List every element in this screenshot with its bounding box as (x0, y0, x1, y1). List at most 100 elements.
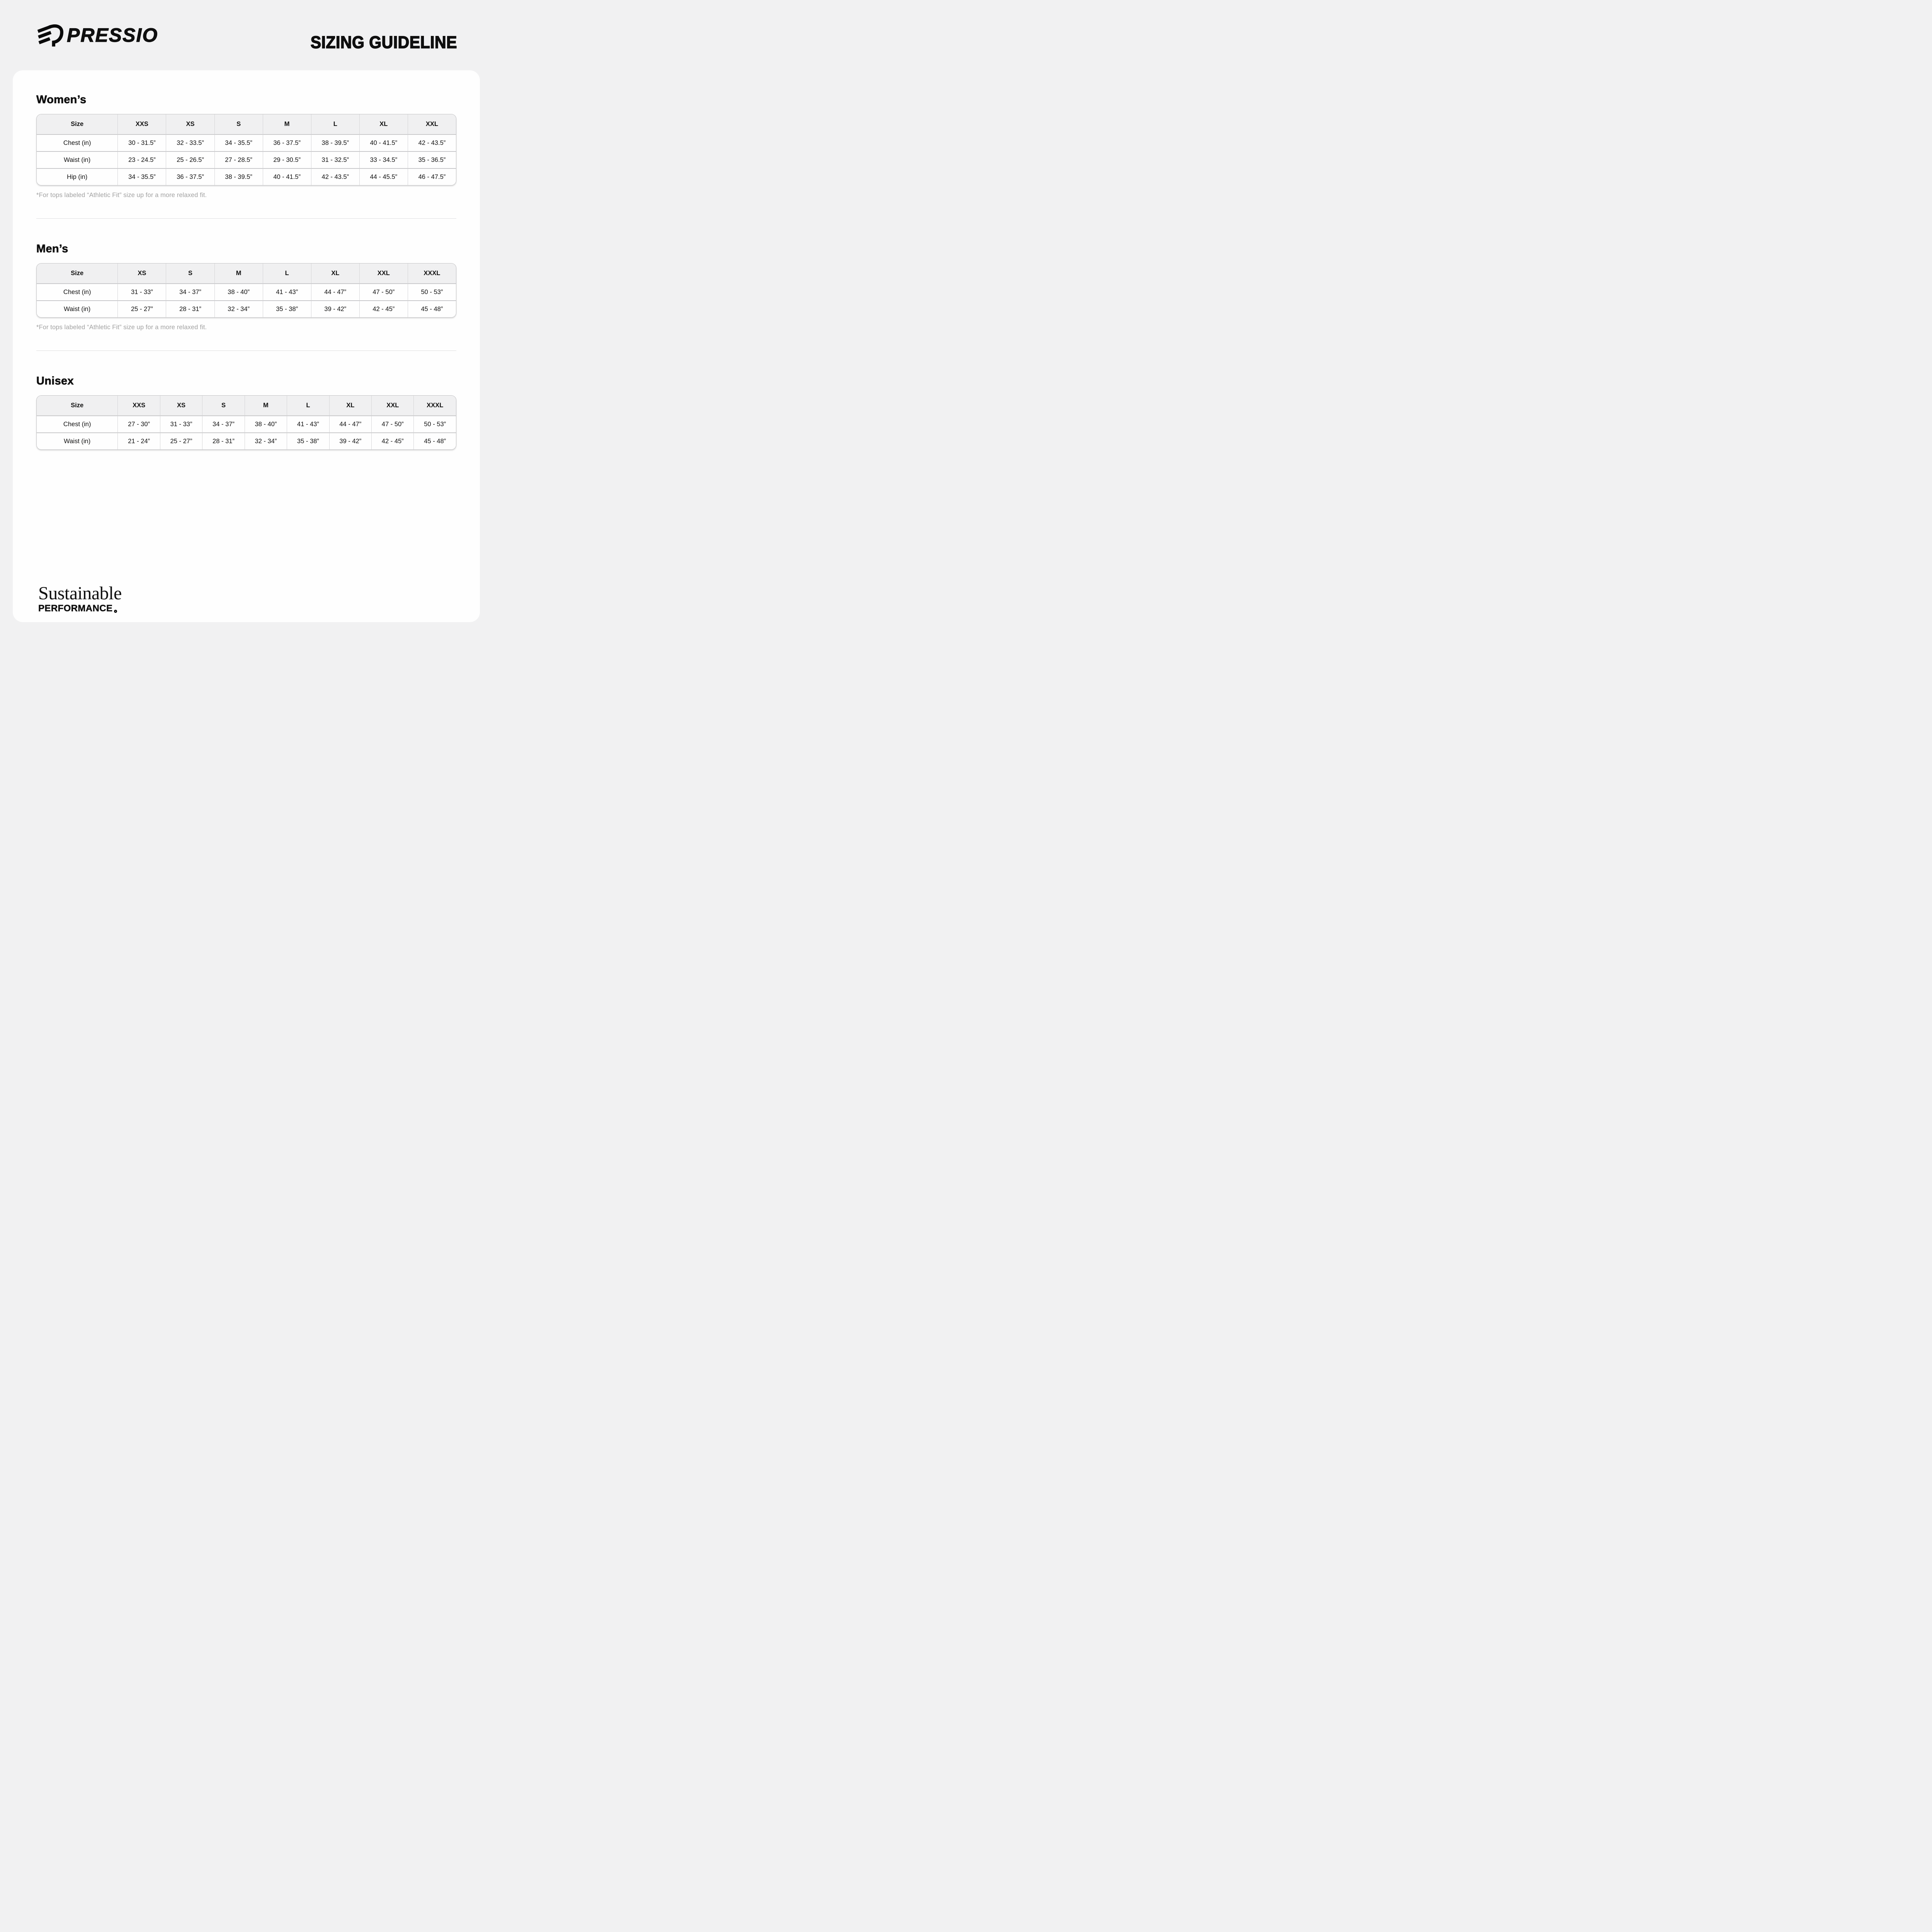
section-heading: Unisex (36, 375, 74, 388)
size-value-cell: 36 - 37.5” (166, 168, 214, 185)
page-header: PRESSIO SIZING GUIDELINE (0, 0, 493, 70)
footnote: *For tops labeled “Athletic Fit” size up… (36, 324, 207, 331)
size-value-cell: 32 - 34” (214, 300, 263, 317)
table-row: Chest (in) 27 - 30” 31 - 33” 34 - 37” 38 - 4… (37, 415, 456, 432)
column-header: XL (311, 264, 359, 283)
small-circle-icon (114, 610, 117, 613)
size-section: Women’s Size XXS XS S M L XL XXL Chest (in) 30 -… (36, 94, 456, 199)
row-label: Waist (in) (37, 300, 118, 317)
column-header: XXL (359, 264, 408, 283)
size-value-cell: 47 - 50” (371, 415, 414, 432)
column-header: XXL (371, 396, 414, 415)
column-header: L (262, 264, 311, 283)
column-header: XXS (117, 396, 160, 415)
column-header-size: Size (37, 264, 118, 283)
column-header: M (262, 114, 311, 134)
row-label: Waist (in) (37, 151, 118, 168)
size-table: Size XXS XS S M L XL XXL Chest (in) 30 - 31.5” 32… (36, 114, 456, 185)
size-value-cell: 44 - 47” (329, 415, 372, 432)
size-value-cell: 33 - 34.5” (359, 151, 408, 168)
section-divider (36, 218, 456, 219)
table-header-row: Size XS S M L XL XXL XXXL (37, 264, 456, 283)
size-value-cell: 36 - 37.5” (262, 134, 311, 151)
size-section: Unisex Size XXS XS S M L XL XXL XXXL Chest (in) 2… (36, 375, 456, 450)
section-divider (36, 350, 456, 351)
table-row: Waist (in) 23 - 24.5” 25 - 26.5” 27 - 28.5”… (37, 151, 456, 168)
size-value-cell: 34 - 35.5” (214, 134, 263, 151)
column-header: XS (117, 264, 166, 283)
column-header: XXS (117, 114, 166, 134)
size-value-cell: 50 - 53” (413, 415, 456, 432)
column-header-size: Size (37, 114, 118, 134)
size-value-cell: 34 - 37” (166, 283, 214, 300)
row-label: Waist (in) (37, 432, 118, 449)
column-header: S (202, 396, 245, 415)
size-value-cell: 39 - 42” (329, 432, 372, 449)
size-value-cell: 38 - 39.5” (311, 134, 359, 151)
size-value-cell: 29 - 30.5” (262, 151, 311, 168)
size-value-cell: 31 - 33” (160, 415, 202, 432)
size-value-cell: 35 - 36.5” (407, 151, 456, 168)
column-header: XXXL (413, 396, 456, 415)
size-value-cell: 42 - 43.5” (407, 134, 456, 151)
column-header: L (287, 396, 329, 415)
row-label: Chest (in) (37, 134, 118, 151)
size-value-cell: 31 - 32.5” (311, 151, 359, 168)
size-value-cell: 35 - 38” (287, 432, 329, 449)
column-header: XXXL (407, 264, 456, 283)
column-header: XXL (407, 114, 456, 134)
page-title: SIZING GUIDELINE (310, 32, 457, 52)
size-value-cell: 45 - 48” (413, 432, 456, 449)
column-header: XL (359, 114, 408, 134)
size-table: Size XS S M L XL XXL XXXL Chest (in) 31 - 33” 34 … (36, 263, 456, 318)
size-value-cell: 42 - 45” (359, 300, 408, 317)
size-value-cell: 27 - 28.5” (214, 151, 263, 168)
size-value-cell: 44 - 47” (311, 283, 359, 300)
size-value-cell: 41 - 43” (262, 283, 311, 300)
footer-sustainable-text: Sustainable (38, 583, 122, 604)
size-value-cell: 50 - 53” (407, 283, 456, 300)
table-header-row: Size XXS XS S M L XL XXL XXXL (37, 396, 456, 415)
size-value-cell: 35 - 38” (262, 300, 311, 317)
brand-name: PRESSIO (66, 24, 158, 46)
column-header: M (244, 396, 287, 415)
footer-performance-text: PERFORMANCE (38, 604, 456, 613)
size-value-cell: 28 - 31” (166, 300, 214, 317)
table-row: Chest (in) 31 - 33” 34 - 37” 38 - 40” 41 - 4… (37, 283, 456, 300)
brand-logo: PRESSIO (36, 23, 158, 47)
row-label: Chest (in) (37, 283, 118, 300)
table-row: Chest (in) 30 - 31.5” 32 - 33.5” 34 - 35.5”… (37, 134, 456, 151)
column-header: L (311, 114, 359, 134)
size-value-cell: 47 - 50” (359, 283, 408, 300)
size-value-cell: 42 - 43.5” (311, 168, 359, 185)
size-value-cell: 38 - 39.5” (214, 168, 263, 185)
size-value-cell: 25 - 27” (160, 432, 202, 449)
size-value-cell: 42 - 45” (371, 432, 414, 449)
table-header-row: Size XXS XS S M L XL XXL (37, 114, 456, 134)
size-value-cell: 30 - 31.5” (117, 134, 166, 151)
sections: Women’s Size XXS XS S M L XL XXL Chest (in) 30 -… (36, 94, 456, 450)
section-heading: Men’s (36, 243, 68, 255)
row-label: Hip (in) (37, 168, 118, 185)
size-value-cell: 46 - 47.5” (407, 168, 456, 185)
size-value-cell: 25 - 26.5” (166, 151, 214, 168)
row-label: Chest (in) (37, 415, 118, 432)
footnote: *For tops labeled “Athletic Fit” size up… (36, 192, 207, 199)
table-row: Waist (in) 21 - 24” 25 - 27” 28 - 31” 32 - 3… (37, 432, 456, 449)
size-value-cell: 31 - 33” (117, 283, 166, 300)
size-value-cell: 27 - 30” (117, 415, 160, 432)
size-value-cell: 34 - 35.5” (117, 168, 166, 185)
footer-logo: Sustainable PERFORMANCE (36, 584, 456, 613)
column-header-size: Size (37, 396, 118, 415)
column-header: XL (329, 396, 372, 415)
table-row: Hip (in) 34 - 35.5” 36 - 37.5” 38 - 39.5” 40… (37, 168, 456, 185)
size-value-cell: 44 - 45.5” (359, 168, 408, 185)
size-value-cell: 25 - 27” (117, 300, 166, 317)
pressio-wing-icon (36, 23, 63, 47)
size-value-cell: 21 - 24” (117, 432, 160, 449)
column-header: XS (160, 396, 202, 415)
footer-performance-label: PERFORMANCE (38, 603, 113, 614)
size-value-cell: 28 - 31” (202, 432, 245, 449)
size-table: Size XXS XS S M L XL XXL XXXL Chest (in) 27 - 30”… (36, 395, 456, 450)
size-value-cell: 38 - 40” (214, 283, 263, 300)
